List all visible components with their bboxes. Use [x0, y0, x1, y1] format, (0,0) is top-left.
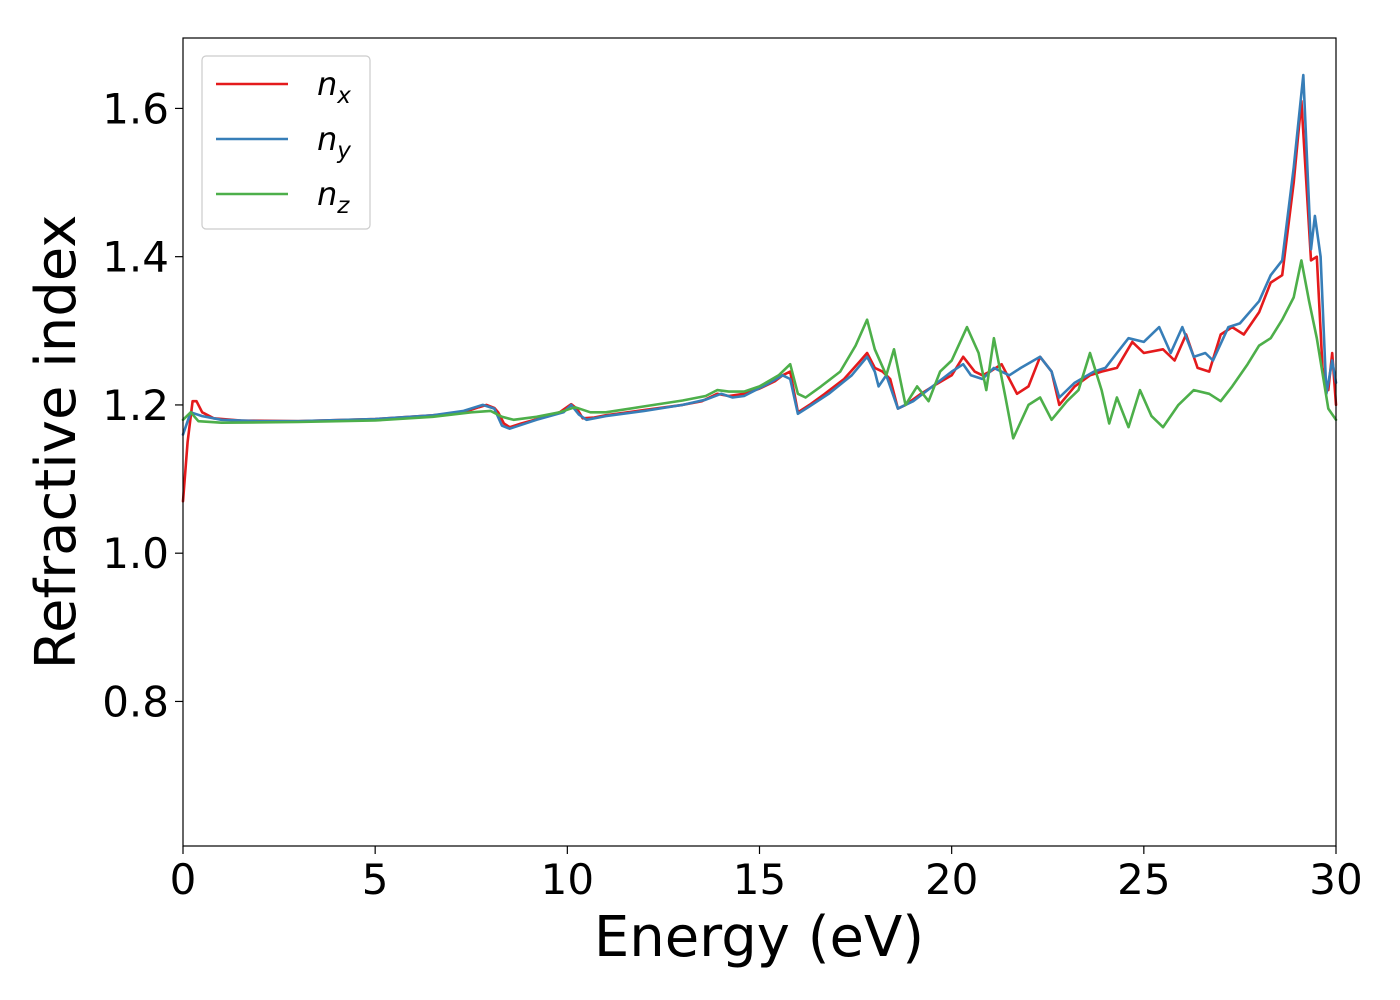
y-tick-label: 1.6	[102, 84, 169, 133]
y-axis-ticks: 0.8 1.0 1.2 1.4 1.6	[102, 84, 183, 726]
legend-subscript: x	[336, 83, 351, 109]
series-layer	[181, 73, 1338, 503]
x-tick-label: 0	[170, 855, 197, 904]
x-tick-label: 5	[362, 855, 389, 904]
x-tick-label: 30	[1309, 855, 1362, 904]
legend-box	[201, 55, 371, 230]
y-tick-label: 1.0	[102, 529, 169, 578]
x-axis-ticks: 0 5 10 15 20 25 30	[170, 846, 1363, 904]
series-line-z	[181, 259, 1338, 440]
x-axis-title: Energy (eV)	[594, 905, 924, 970]
x-tick-label: 25	[1117, 855, 1170, 904]
x-tick-label: 15	[733, 855, 786, 904]
y-tick-label: 1.2	[102, 381, 169, 430]
x-tick-label: 10	[541, 855, 594, 904]
y-axis-title: Refractive index	[24, 215, 89, 670]
x-tick-label: 20	[925, 855, 978, 904]
plot-area	[183, 38, 1336, 846]
y-tick-label: 0.8	[102, 677, 169, 726]
legend-subscript: y	[336, 138, 351, 164]
y-tick-label: 1.4	[102, 233, 169, 282]
legend-subscript: z	[336, 193, 350, 219]
series-line-x	[181, 99, 1338, 503]
